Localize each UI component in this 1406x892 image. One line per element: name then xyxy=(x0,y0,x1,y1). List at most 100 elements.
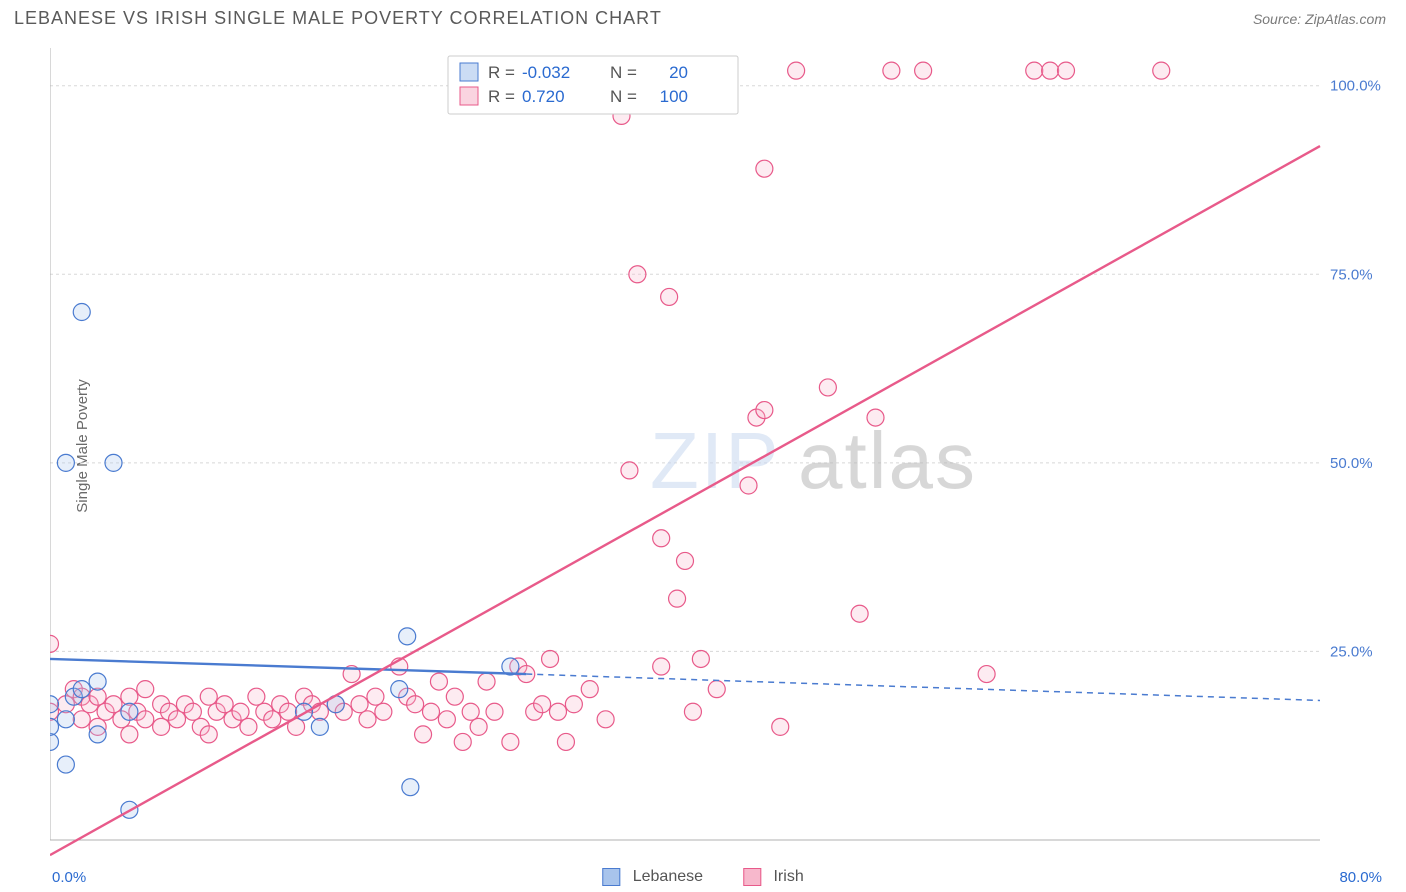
data-point xyxy=(399,628,416,645)
data-point xyxy=(692,650,709,667)
data-point xyxy=(232,703,249,720)
data-point xyxy=(581,681,598,698)
data-point xyxy=(200,726,217,743)
data-point xyxy=(653,658,670,675)
data-point xyxy=(89,673,106,690)
stats-R-label: R = xyxy=(488,63,515,82)
chart-title: LEBANESE VS IRISH SINGLE MALE POVERTY CO… xyxy=(14,8,662,29)
data-point xyxy=(1153,62,1170,79)
legend-item-lebanese: Lebanese xyxy=(602,868,703,886)
data-point xyxy=(184,703,201,720)
chart-header: LEBANESE VS IRISH SINGLE MALE POVERTY CO… xyxy=(0,0,1406,33)
series-irish xyxy=(50,62,1170,750)
data-point xyxy=(57,454,74,471)
data-point xyxy=(819,379,836,396)
data-point xyxy=(621,462,638,479)
data-point xyxy=(788,62,805,79)
data-point xyxy=(121,726,138,743)
stats-swatch xyxy=(460,63,478,81)
y-tick-label: 50.0% xyxy=(1330,455,1373,472)
trend-line-lebanese xyxy=(50,659,526,674)
stats-R-label: R = xyxy=(488,87,515,106)
stats-R-value: 0.720 xyxy=(522,87,565,106)
series-lebanese xyxy=(50,304,519,819)
data-point xyxy=(454,733,471,750)
data-point xyxy=(402,779,419,796)
data-point xyxy=(57,711,74,728)
x-axis-max-label: 80.0% xyxy=(1339,869,1382,886)
data-point xyxy=(1058,62,1075,79)
data-point xyxy=(883,62,900,79)
correlation-stats-box: R = -0.032 N = 20 R = 0.720 N = 100 xyxy=(448,56,738,114)
data-point xyxy=(438,711,455,728)
data-point xyxy=(756,160,773,177)
legend-swatch-irish xyxy=(743,868,761,886)
data-point xyxy=(1026,62,1043,79)
data-point xyxy=(359,711,376,728)
data-point xyxy=(153,718,170,735)
data-point xyxy=(73,304,90,321)
data-point xyxy=(137,681,154,698)
data-point xyxy=(542,650,559,667)
data-point xyxy=(677,552,694,569)
chart-area: 25.0%50.0%75.0%100.0% ZIP atlas R =-0.03… xyxy=(50,48,1388,860)
data-point xyxy=(430,673,447,690)
stats-N-value: 20 xyxy=(669,63,688,82)
data-point xyxy=(661,288,678,305)
trend-lines xyxy=(50,146,1320,855)
watermark-atlas: atlas xyxy=(798,416,977,505)
data-point xyxy=(756,402,773,419)
data-point xyxy=(851,605,868,622)
data-point xyxy=(240,718,257,735)
data-point xyxy=(57,756,74,773)
data-point xyxy=(351,696,368,713)
data-point xyxy=(462,703,479,720)
data-point xyxy=(629,266,646,283)
data-point xyxy=(708,681,725,698)
data-point xyxy=(470,718,487,735)
data-point xyxy=(105,454,122,471)
data-point xyxy=(446,688,463,705)
data-point xyxy=(407,696,424,713)
data-point xyxy=(653,530,670,547)
stats-N-label: N = xyxy=(610,87,637,106)
data-point xyxy=(50,733,59,750)
data-point xyxy=(565,696,582,713)
data-point xyxy=(169,711,186,728)
series-legend: Lebanese Irish xyxy=(602,868,803,886)
data-point xyxy=(415,726,432,743)
data-point xyxy=(311,703,328,720)
data-point xyxy=(50,635,59,652)
y-tick-label: 25.0% xyxy=(1330,643,1373,660)
stats-N-value: 100 xyxy=(660,87,688,106)
data-point xyxy=(1042,62,1059,79)
data-point xyxy=(534,696,551,713)
data-point xyxy=(216,696,233,713)
data-point xyxy=(915,62,932,79)
data-point xyxy=(478,673,495,690)
data-point xyxy=(684,703,701,720)
legend-label-irish: Irish xyxy=(773,868,803,885)
legend-swatch-lebanese xyxy=(602,868,620,886)
trend-line-extrapolated-lebanese xyxy=(526,674,1320,700)
y-tick-label: 100.0% xyxy=(1330,78,1381,95)
data-point xyxy=(200,688,217,705)
data-point xyxy=(669,590,686,607)
scatter-plot-svg: 25.0%50.0%75.0%100.0% ZIP atlas R =-0.03… xyxy=(50,48,1388,860)
legend-label-lebanese: Lebanese xyxy=(633,868,703,885)
data-point xyxy=(121,688,138,705)
data-point xyxy=(105,696,122,713)
data-point xyxy=(772,718,789,735)
trend-line-irish xyxy=(50,146,1320,855)
data-point xyxy=(867,409,884,426)
data-point xyxy=(311,718,328,735)
data-point xyxy=(89,688,106,705)
stats-swatch xyxy=(460,87,478,105)
watermark-zip: ZIP xyxy=(650,416,780,505)
data-point xyxy=(89,726,106,743)
stats-N-label: N = xyxy=(610,63,637,82)
stats-R-value: -0.032 xyxy=(522,63,570,82)
data-point xyxy=(597,711,614,728)
x-axis-min-label: 0.0% xyxy=(52,869,86,886)
data-point xyxy=(367,688,384,705)
